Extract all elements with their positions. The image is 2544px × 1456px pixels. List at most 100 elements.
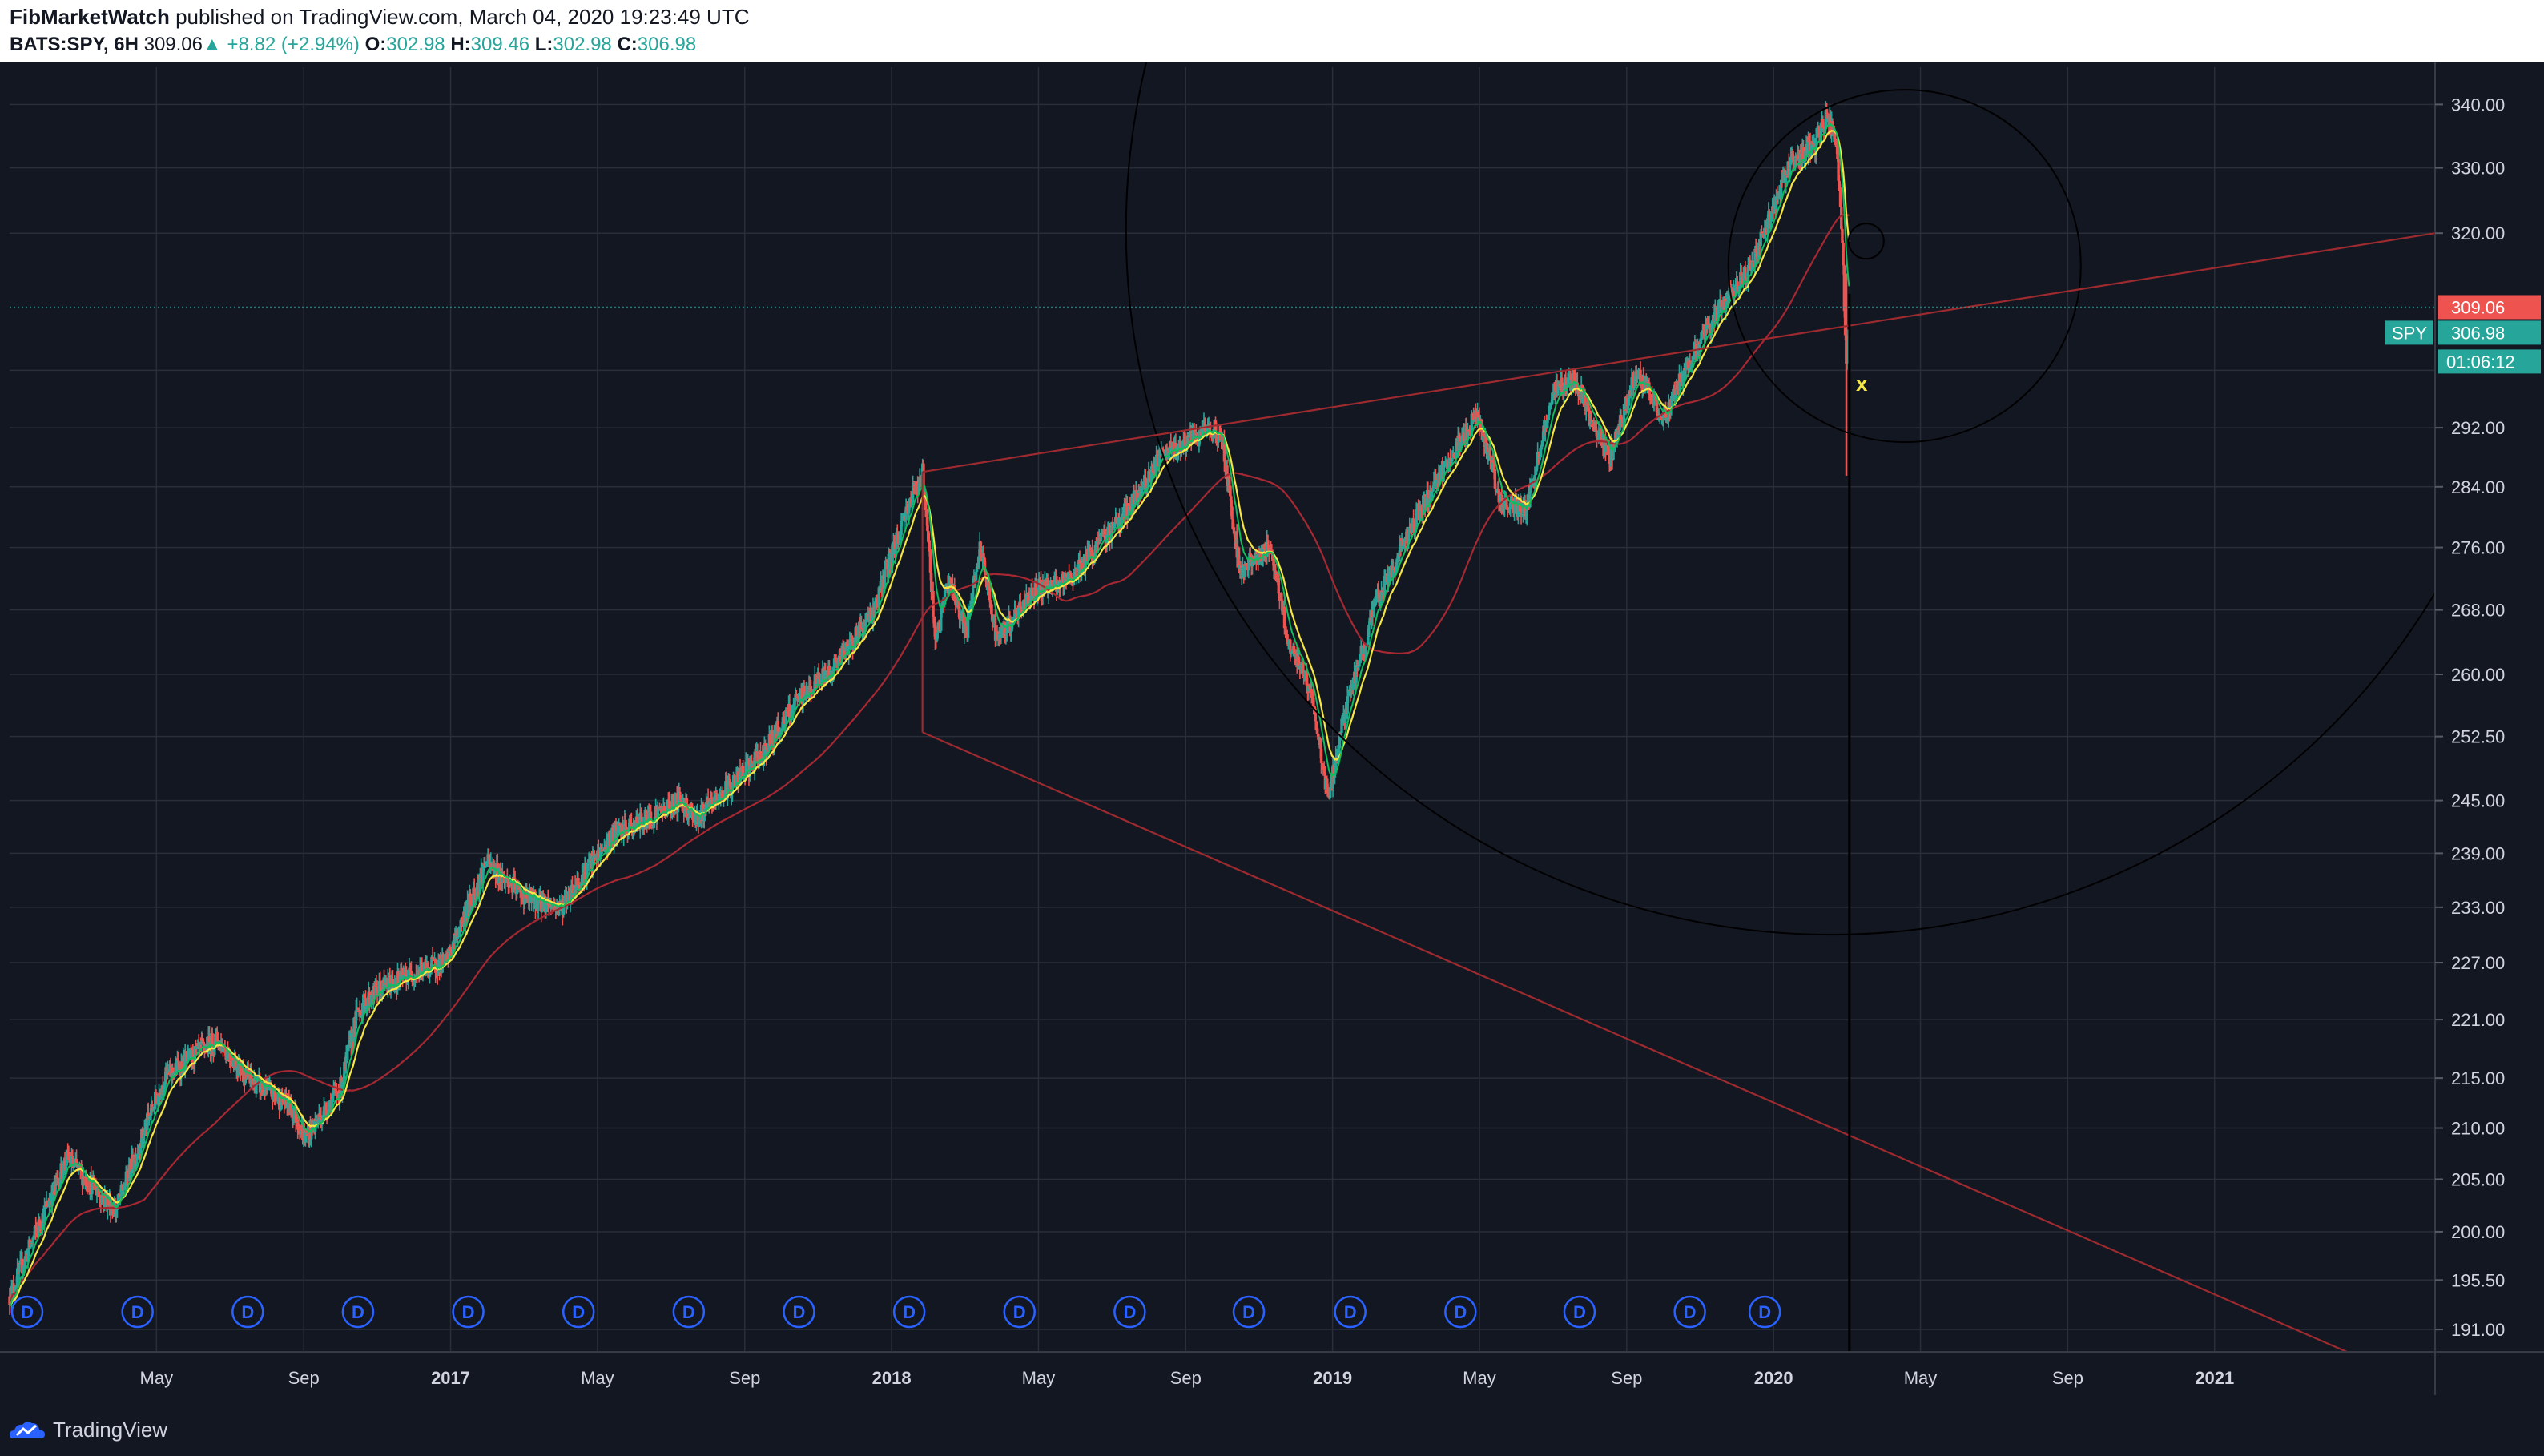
- candle-body: [1613, 431, 1617, 447]
- candle-body: [1157, 450, 1161, 465]
- candle-body: [132, 1165, 135, 1170]
- candle-body: [78, 1163, 83, 1169]
- tradingview-logo[interactable]: TradingView: [10, 1418, 167, 1442]
- candle-body: [1447, 458, 1451, 472]
- candle-body: [1769, 217, 1773, 220]
- candle-body: [12, 1283, 15, 1292]
- candle-body: [1739, 272, 1742, 290]
- candle-body: [1407, 533, 1411, 544]
- candle-body: [869, 607, 873, 623]
- candle-body: [289, 1096, 292, 1113]
- candle-body: [1409, 526, 1412, 529]
- candle-body: [1305, 671, 1309, 686]
- candle-body: [365, 1006, 368, 1012]
- candle-body: [343, 1061, 346, 1080]
- candle-body: [896, 533, 900, 543]
- candle-body: [101, 1195, 104, 1198]
- candle-body: [1595, 430, 1599, 438]
- candle-body: [556, 905, 560, 910]
- candle-body: [992, 618, 995, 622]
- candle-body: [1553, 392, 1557, 395]
- candle-body: [772, 730, 776, 748]
- candle-body: [781, 717, 785, 730]
- candle-body: [1346, 690, 1350, 697]
- last-price: 309.06: [143, 34, 203, 55]
- candle-body: [1677, 373, 1681, 392]
- candle-body: [426, 962, 429, 971]
- price-chart[interactable]: x D D D D D D D D D D D D D D D D D 340.00 330.00 320.00 292.…: [0, 62, 2544, 1395]
- candle-body: [33, 1226, 37, 1236]
- candle-body: [354, 1010, 358, 1029]
- candle-body: [223, 1048, 227, 1052]
- candle-body: [1471, 414, 1475, 416]
- candle-body: [401, 971, 405, 979]
- candle-body: [160, 1085, 163, 1096]
- candle-body: [1705, 324, 1709, 330]
- candle-body: [688, 814, 691, 818]
- candle-body: [1692, 347, 1696, 360]
- candle-body: [31, 1237, 34, 1244]
- candle-body: [177, 1060, 180, 1064]
- candle-body: [1540, 440, 1544, 445]
- candle-body: [793, 701, 796, 705]
- candle-body: [1312, 698, 1315, 706]
- candle-body: [928, 549, 932, 573]
- candle-body: [1539, 449, 1542, 458]
- last-price-label: 309.06: [2451, 297, 2505, 317]
- candle-body: [1277, 577, 1280, 594]
- tradingview-cloud-icon: [10, 1421, 45, 1438]
- candle-body: [151, 1110, 155, 1112]
- candle-body: [1014, 609, 1017, 614]
- candle-body: [1846, 340, 1850, 356]
- time-tick-label: Sep: [2052, 1368, 2083, 1388]
- candle-body: [1099, 532, 1103, 542]
- candle-body: [1507, 509, 1512, 512]
- candle-body: [1781, 172, 1785, 183]
- candle-body: [862, 627, 865, 633]
- candle-body: [652, 823, 655, 827]
- ma-slow-line: [9, 213, 1850, 1306]
- candle-body: [1286, 642, 1290, 644]
- candle-body: [735, 777, 738, 785]
- candle-body: [944, 586, 948, 591]
- dividend-marker-icon: [10, 1295, 44, 1329]
- candle-body: [44, 1205, 47, 1207]
- candle-body: [139, 1148, 143, 1154]
- candle-body: [1093, 545, 1097, 558]
- candle-body: [123, 1189, 126, 1191]
- candle-body: [1023, 600, 1026, 607]
- candle-body: [1456, 436, 1460, 451]
- candle-body: [1006, 620, 1010, 622]
- candle-body: [803, 685, 806, 698]
- candle-body: [1732, 290, 1736, 303]
- candle-body: [1765, 218, 1769, 235]
- candle-body: [1087, 549, 1090, 561]
- x-marker: x: [1856, 372, 1868, 396]
- dividend-marker-icon: [231, 1295, 264, 1329]
- candle-body: [37, 1219, 41, 1234]
- candle-body: [477, 879, 481, 892]
- candle-body: [1791, 151, 1794, 160]
- candle-body: [1183, 439, 1186, 443]
- candle-body: [1363, 648, 1367, 655]
- candle-body: [63, 1160, 66, 1168]
- candle-body: [761, 754, 764, 763]
- candle-body: [1556, 386, 1560, 396]
- candle-body: [217, 1041, 221, 1048]
- candle-body: [67, 1152, 70, 1160]
- price-tick-label: 276.00: [2451, 538, 2505, 558]
- candle-body: [1470, 414, 1473, 436]
- candle-body: [629, 818, 632, 823]
- candle-body: [14, 1285, 18, 1287]
- candle-body: [943, 590, 947, 605]
- candle-body: [1537, 452, 1540, 459]
- candle-body: [1505, 495, 1508, 507]
- candle-body: [345, 1050, 349, 1053]
- candle-body: [694, 815, 698, 825]
- price-tick-label: 284.00: [2451, 477, 2505, 497]
- candle-body: [1401, 540, 1404, 545]
- candle-body: [347, 1044, 350, 1051]
- publisher-name[interactable]: FibMarketWatch: [10, 5, 170, 29]
- candle-body: [817, 672, 820, 679]
- candle-body: [1690, 361, 1693, 366]
